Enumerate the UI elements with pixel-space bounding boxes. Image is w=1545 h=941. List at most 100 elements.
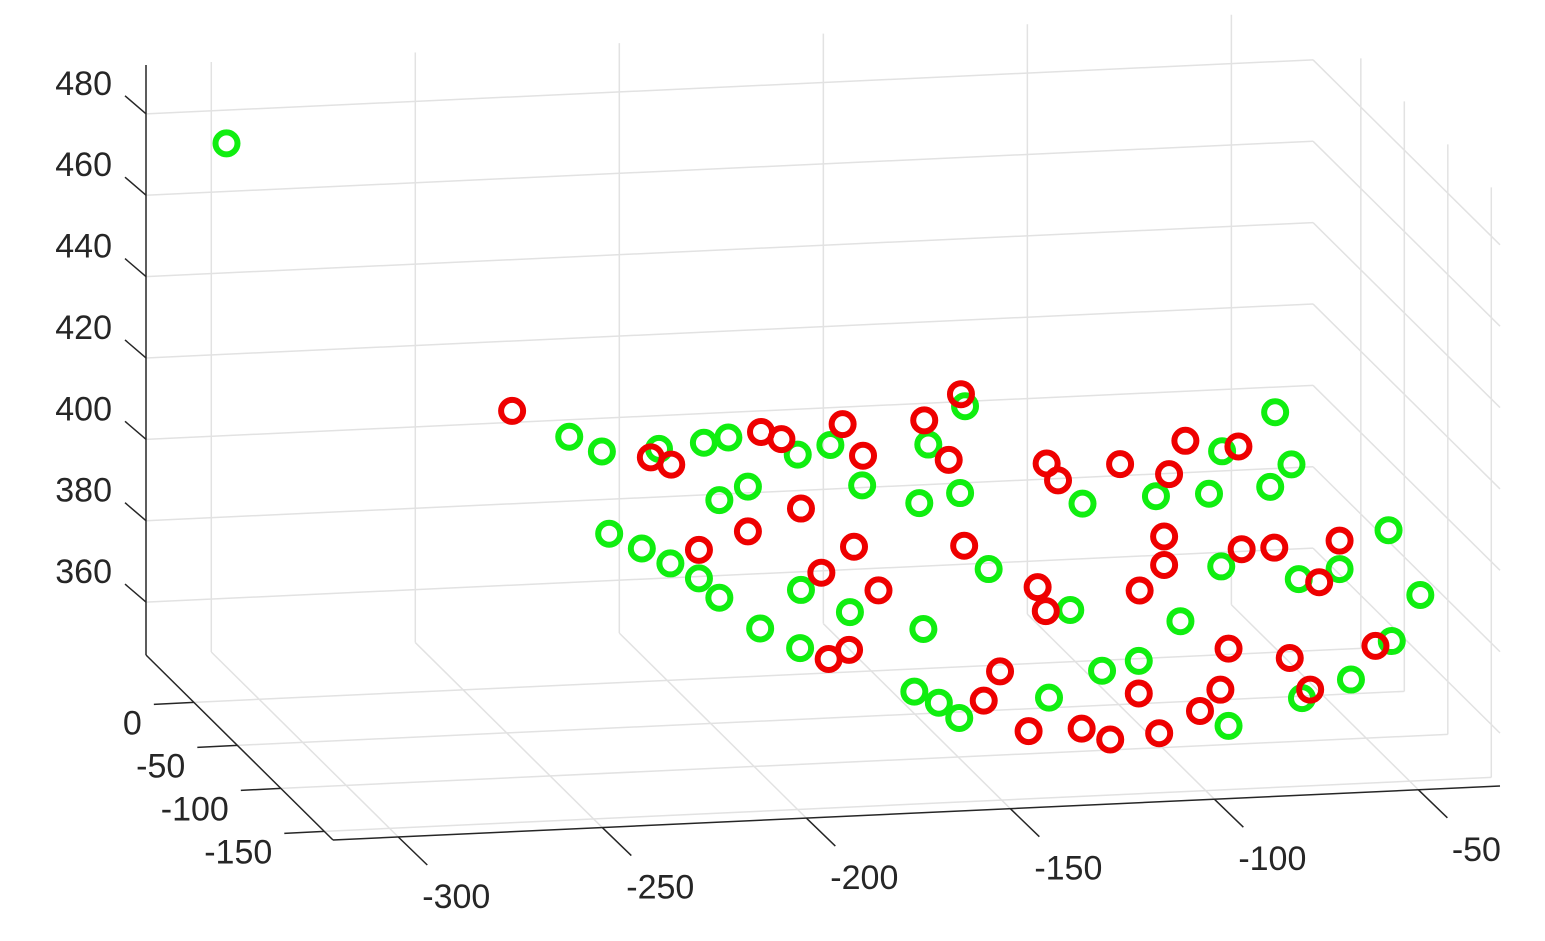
point <box>849 441 878 470</box>
y-tick <box>197 744 238 749</box>
point <box>909 615 938 644</box>
point <box>1336 665 1365 694</box>
point <box>1150 522 1179 551</box>
z-tick-label: 460 <box>55 146 112 184</box>
grid-line <box>145 384 1314 441</box>
point <box>1377 627 1406 656</box>
point <box>684 564 713 593</box>
grid-line <box>1312 140 1501 327</box>
point <box>1275 643 1304 672</box>
point <box>587 437 616 466</box>
point <box>840 532 869 561</box>
point <box>1141 482 1170 511</box>
x-tick-label: -50 <box>1452 831 1501 869</box>
point <box>1145 719 1174 748</box>
point <box>783 440 812 469</box>
point <box>969 686 998 715</box>
point <box>914 430 943 459</box>
z-tick <box>124 95 147 115</box>
grid-line <box>1312 222 1501 409</box>
point <box>1106 450 1135 479</box>
x-tick-label: -200 <box>830 859 898 897</box>
point <box>807 558 836 587</box>
z-tick-label: 400 <box>55 390 112 428</box>
point <box>1208 437 1237 466</box>
grid-line <box>1312 59 1501 246</box>
point <box>945 704 974 733</box>
point <box>950 531 979 560</box>
point <box>905 489 934 518</box>
point <box>1374 516 1403 545</box>
y-tick <box>284 830 325 835</box>
point <box>1206 675 1235 704</box>
point <box>828 410 857 439</box>
point <box>1277 450 1306 479</box>
point <box>733 517 762 546</box>
point <box>1014 717 1043 746</box>
point <box>816 431 845 460</box>
point <box>657 450 686 479</box>
point <box>555 422 584 451</box>
point <box>212 129 241 158</box>
point <box>1056 596 1085 625</box>
point <box>946 479 975 508</box>
x-tick <box>1009 808 1040 838</box>
y-tick <box>153 701 194 706</box>
point <box>835 598 864 627</box>
point <box>974 555 1003 584</box>
x-tick-label: -250 <box>626 869 694 907</box>
point <box>767 425 796 454</box>
point <box>814 644 843 673</box>
grid-line <box>237 690 1405 747</box>
point <box>1195 479 1224 508</box>
z-tick <box>124 258 147 278</box>
grid-line <box>324 776 1492 833</box>
point <box>848 471 877 500</box>
x-tick-label: -150 <box>1034 850 1102 888</box>
point <box>656 549 685 578</box>
point <box>1096 725 1125 754</box>
z-tick <box>124 176 147 196</box>
point <box>1214 711 1243 740</box>
x-tick <box>601 826 632 857</box>
point <box>934 445 963 474</box>
point <box>1150 550 1179 579</box>
point <box>786 575 815 604</box>
x-axis <box>332 785 1501 841</box>
grid-line <box>210 651 399 838</box>
point <box>1124 646 1153 675</box>
y-tick-label: 0 <box>123 704 142 742</box>
point <box>1185 696 1214 725</box>
point <box>498 396 527 425</box>
x-tick <box>1213 798 1244 828</box>
y-axis <box>145 654 334 841</box>
grid-line <box>145 547 1314 603</box>
grid-line <box>1312 303 1501 490</box>
point <box>1305 568 1334 597</box>
point <box>1044 466 1073 495</box>
z-tick-label: 360 <box>55 553 112 591</box>
point <box>1214 634 1243 663</box>
point <box>1166 607 1195 636</box>
grid-line <box>145 59 1314 115</box>
point <box>986 657 1015 686</box>
grid-line <box>1312 466 1501 653</box>
point <box>1155 460 1184 489</box>
point <box>705 583 734 612</box>
point <box>733 472 762 501</box>
point <box>1224 432 1253 461</box>
point <box>1035 683 1064 712</box>
grid-line <box>1312 384 1501 571</box>
grid-line <box>145 140 1314 196</box>
grid-line <box>280 733 1448 790</box>
point <box>1406 580 1435 609</box>
point <box>689 428 718 457</box>
z-tick <box>124 339 147 359</box>
x-tick <box>805 817 836 847</box>
point <box>1325 555 1354 584</box>
point <box>1023 573 1052 602</box>
grid-line <box>193 647 1361 704</box>
grid-line <box>822 623 1011 810</box>
grid-line <box>1026 613 1215 800</box>
